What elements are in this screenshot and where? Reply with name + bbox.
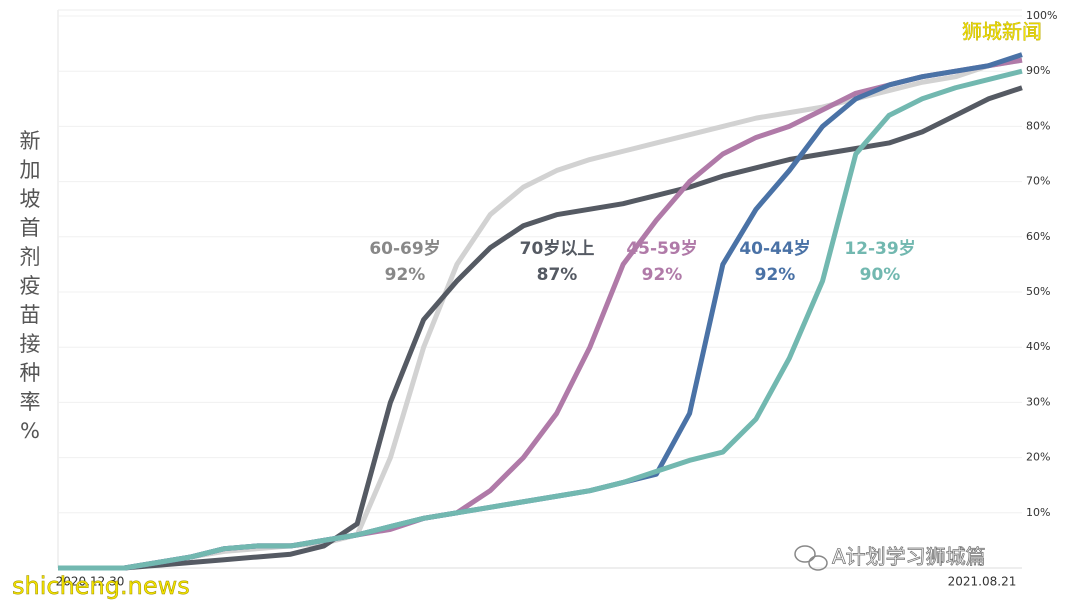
y-axis-title: 首 — [20, 216, 41, 240]
y-axis-title: 加 — [20, 158, 41, 182]
y-axis-title: 坡 — [20, 187, 41, 211]
lines — [58, 52, 1023, 571]
y-tick-label: 10% — [1026, 506, 1050, 519]
series-share: 87% — [537, 265, 578, 285]
x-tick-label: 2020.12.30 — [56, 575, 125, 589]
series-line — [58, 68, 1023, 571]
series-share: 90% — [860, 265, 901, 285]
y-axis-title: 新 — [20, 129, 41, 153]
y-tick-label: 20% — [1026, 451, 1050, 464]
series-name: 70岁以上 — [520, 238, 595, 259]
labels: 10% 20% 30% 40% 50% 60% 70% 80% 90% 100% 2020.12.3… — [20, 9, 1058, 589]
grid — [58, 15, 1022, 514]
y-axis-title: 剂 — [20, 245, 41, 269]
y-tick-label: 100% — [1026, 9, 1057, 22]
y-axis-title: 率 — [20, 390, 41, 414]
y-tick-label: 60% — [1026, 230, 1050, 243]
y-axis-title: 接 — [20, 332, 41, 356]
y-axis-title: 种 — [20, 361, 41, 385]
y-tick-label: 70% — [1026, 175, 1050, 188]
series-share: 92% — [755, 265, 796, 285]
y-tick-label: 90% — [1026, 64, 1050, 77]
y-axis-title: 苗 — [20, 303, 41, 327]
series-name: 45-59岁 — [626, 238, 697, 259]
series-share: 92% — [642, 265, 683, 285]
y-tick-label: 50% — [1026, 285, 1050, 298]
y-tick-label: 80% — [1026, 119, 1050, 132]
series-name: 40-44岁 — [739, 238, 810, 259]
series-name: 12-39岁 — [844, 238, 915, 259]
watermark: A计划学习狮城篇 — [832, 545, 986, 569]
y-axis-title: % — [20, 419, 40, 443]
series-share: 92% — [385, 265, 426, 285]
series-name: 60-69岁 — [369, 238, 440, 259]
watermark: shicheng.news — [12, 572, 190, 600]
wechat-icon — [794, 545, 828, 571]
y-tick-label: 30% — [1026, 395, 1050, 408]
y-tick-label: 40% — [1026, 340, 1050, 353]
y-axis-title: 疫 — [20, 274, 41, 298]
x-tick-label: 2021.08.21 — [948, 575, 1017, 589]
watermark: 狮城新闻 — [962, 20, 1042, 44]
